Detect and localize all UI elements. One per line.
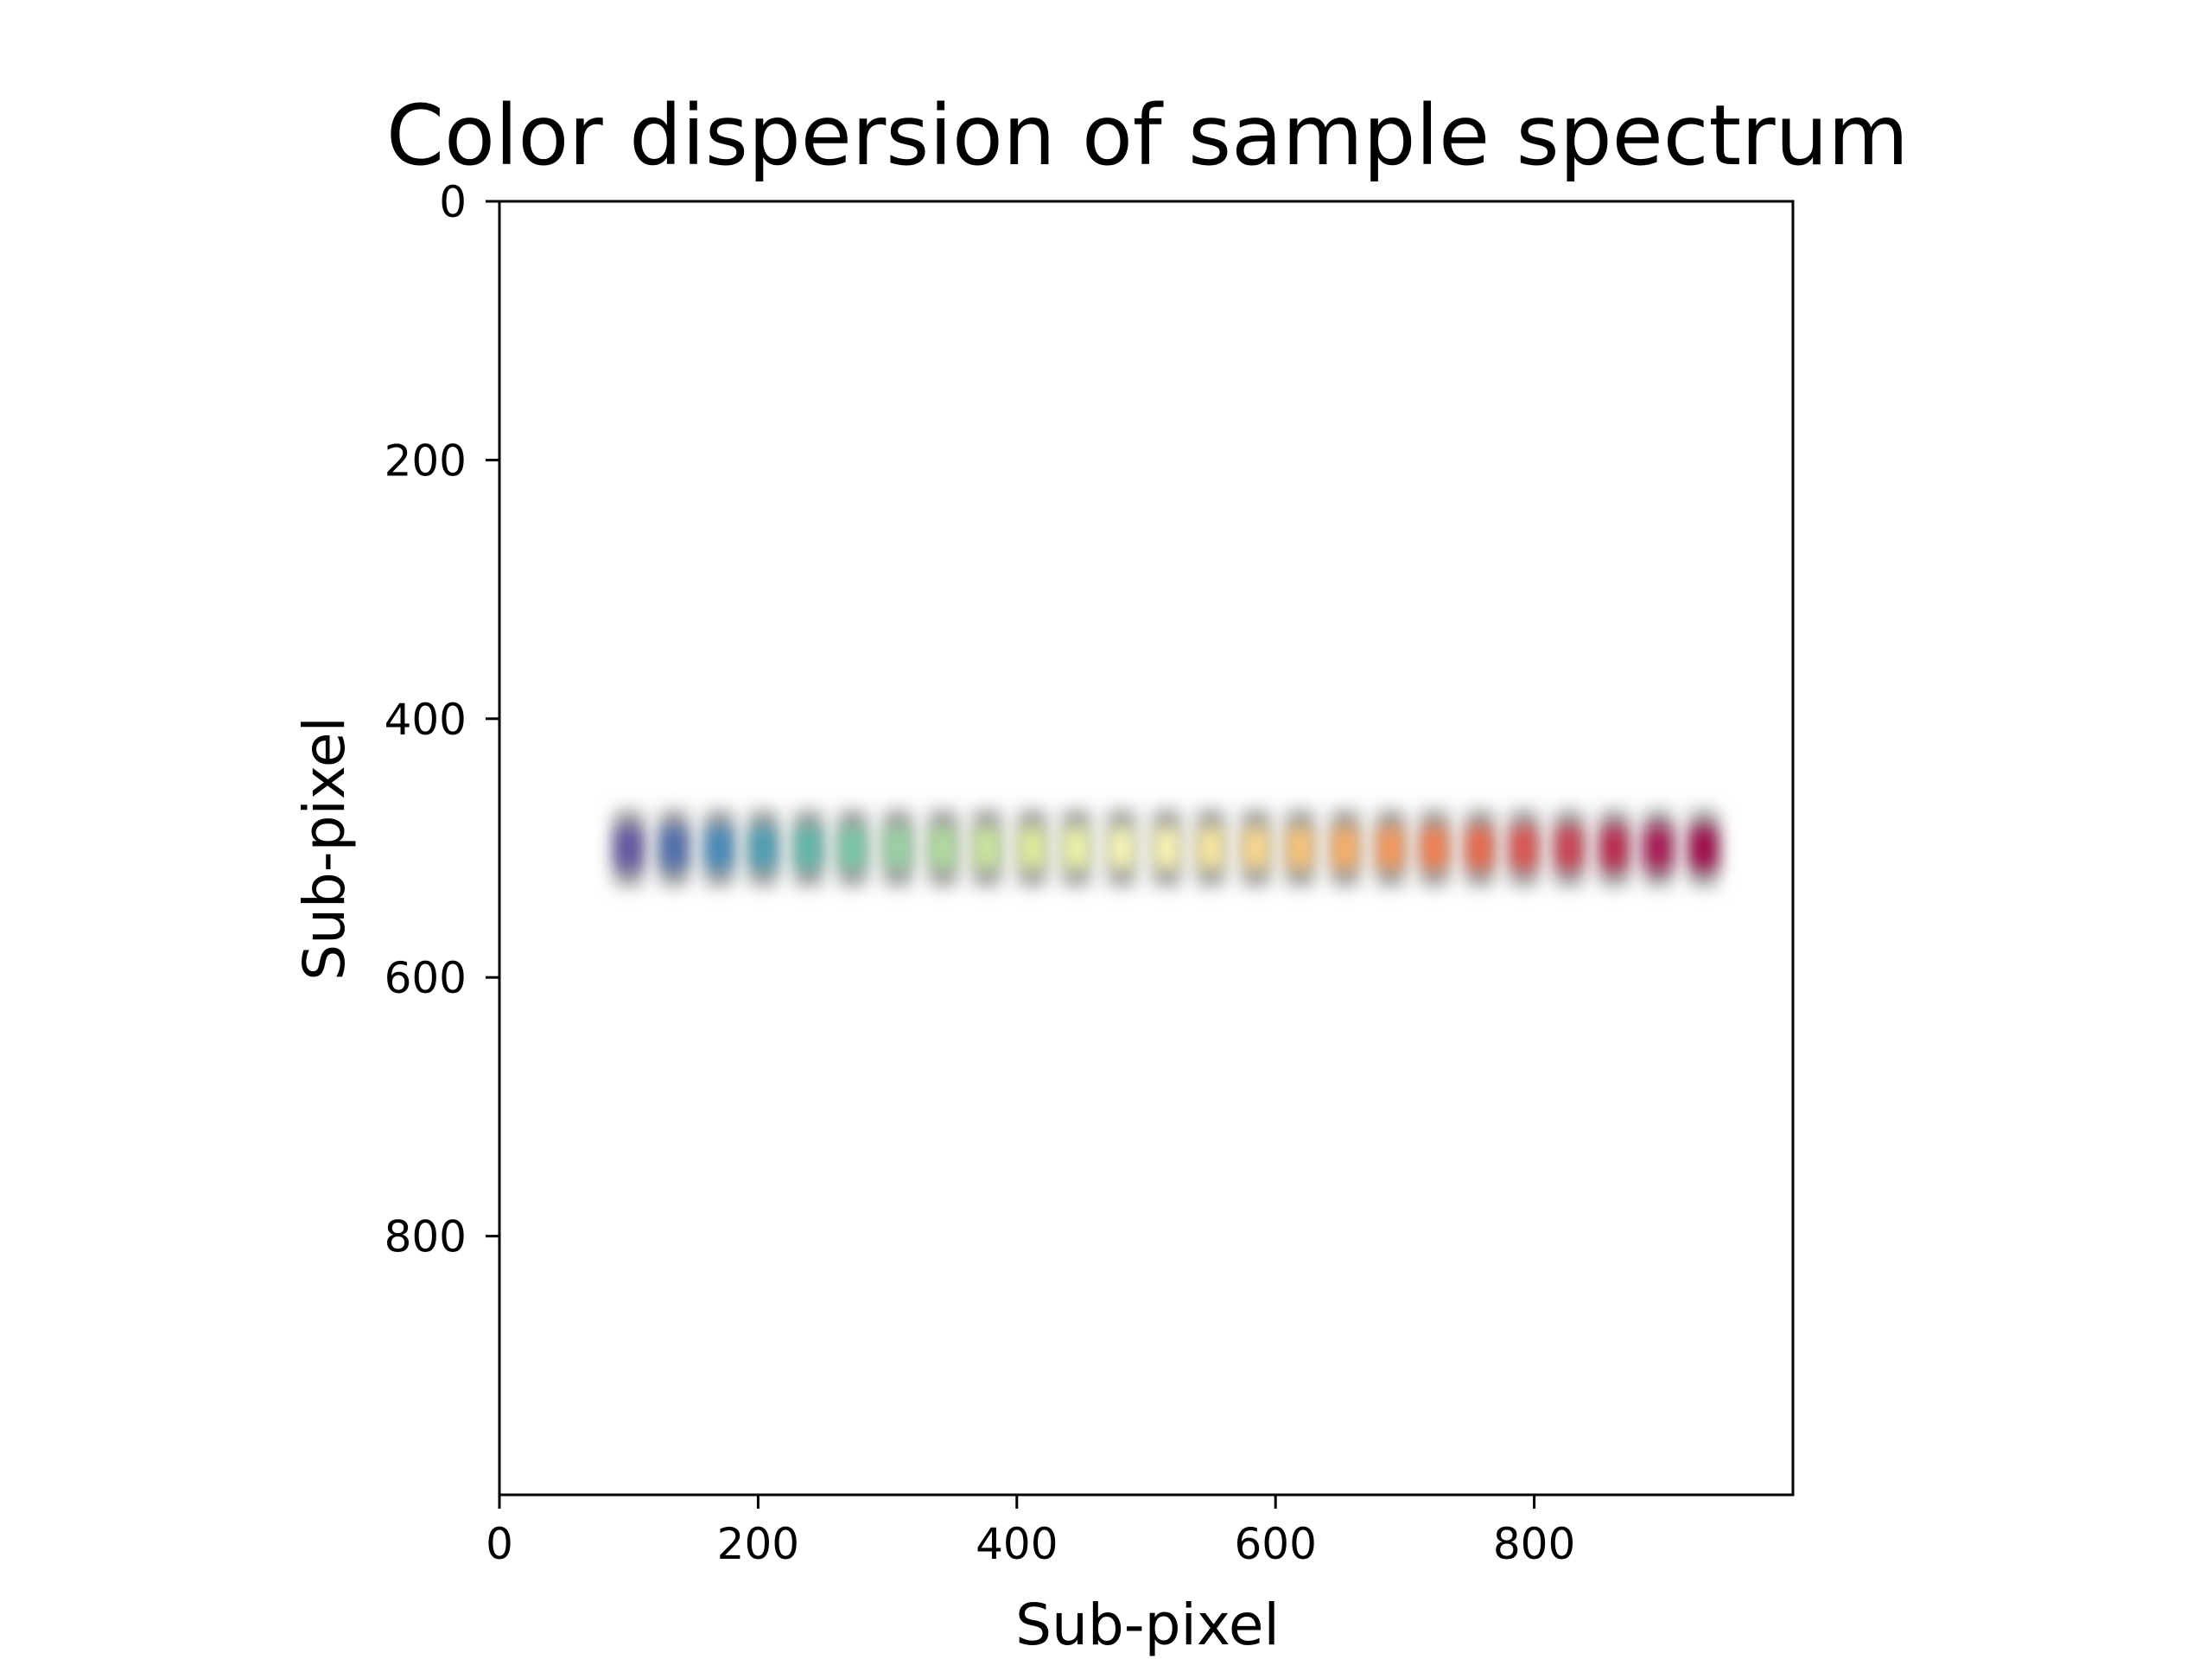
x-tick-label: 600 [1234, 1519, 1316, 1569]
spectrum-spot [884, 810, 912, 887]
y-axis-label: Sub-pixel [291, 716, 358, 981]
spot-core [930, 827, 957, 869]
spot-core [1466, 827, 1493, 869]
spectrum-spot [1153, 810, 1181, 887]
spot-core [795, 827, 822, 869]
y-axis: 0 200 400 600 800 [385, 177, 499, 1262]
spot-core [885, 827, 912, 869]
spot-core [1601, 827, 1628, 869]
spectrum-spot [660, 810, 689, 887]
spot-core [1510, 827, 1537, 869]
y-tick-label: 600 [385, 953, 467, 1003]
spectrum-spot [794, 810, 823, 887]
spot-core [1645, 827, 1672, 869]
spectrum-spot [1421, 810, 1449, 887]
spectrum-spot [1062, 810, 1090, 887]
spot-core [706, 827, 733, 869]
spectrum-spot [1286, 810, 1314, 887]
spectrum-spot [1108, 810, 1136, 887]
spectrum-spot [838, 810, 867, 887]
y-tick-label: 200 [385, 435, 467, 486]
spot-core [1556, 827, 1583, 869]
spot-core [839, 827, 866, 869]
spectrum-spot [1555, 810, 1584, 887]
spot-core [1109, 827, 1135, 869]
spot-core [661, 827, 688, 869]
x-tick-label: 0 [486, 1519, 513, 1569]
spot-core [1243, 827, 1269, 869]
spectrum-spot [1332, 810, 1360, 887]
spectrum-spot [1600, 810, 1629, 887]
spectrum-spot [973, 810, 1001, 887]
spot-core [1377, 827, 1404, 869]
spectrum-spot [1242, 810, 1270, 887]
spectrum-spot [614, 810, 643, 887]
spectrum-spot [749, 810, 778, 887]
spot-core [1019, 827, 1046, 869]
spot-core [974, 827, 1001, 869]
spectrum-spot [1510, 810, 1538, 887]
spot-core [1690, 827, 1717, 869]
spot-core [615, 827, 642, 869]
spot-core [1421, 827, 1448, 869]
spectrum-spot [1018, 810, 1046, 887]
spectrum-spot [929, 810, 957, 887]
spectrum-spot [1465, 810, 1494, 887]
spot-core [1332, 827, 1359, 869]
x-tick-label: 400 [976, 1519, 1058, 1569]
spot-core [1198, 827, 1224, 869]
plot-area [499, 201, 1793, 1495]
spectrum-spot [1644, 810, 1673, 887]
x-tick-label: 800 [1493, 1519, 1575, 1569]
spectrum-spot [705, 810, 734, 887]
spot-core [1063, 827, 1090, 869]
chart-title: Color dispersion of sample spectrum [386, 87, 1909, 184]
spectrum-spot [1197, 810, 1225, 887]
x-axis-label: Sub-pixel [1015, 1592, 1280, 1658]
y-tick-label: 400 [385, 695, 467, 745]
spectrum-spot [1376, 810, 1405, 887]
spot-core [750, 827, 777, 869]
spot-core [1287, 827, 1313, 869]
spot-core [1154, 827, 1180, 869]
y-tick-label: 800 [385, 1212, 467, 1262]
plot-frame [498, 200, 1795, 1497]
x-axis: 0 200 400 600 800 [486, 1495, 1575, 1569]
spectrum-spots [614, 810, 1718, 887]
y-tick-label: 0 [439, 177, 467, 227]
spectrum-spot [1689, 810, 1718, 887]
x-tick-label: 200 [717, 1519, 799, 1569]
